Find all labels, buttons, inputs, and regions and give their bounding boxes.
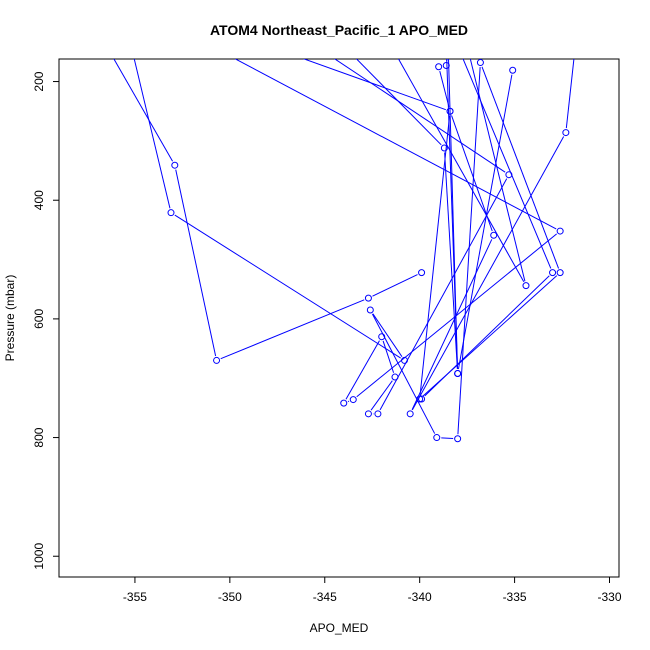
data-point-marker [171, 161, 179, 169]
series-line-segment [379, 178, 508, 411]
series-line-segment [372, 274, 418, 297]
x-axis: -355 -350 -345 -340 -335 -330 [123, 577, 622, 604]
series-line-segment [382, 340, 395, 373]
data-point-marker [340, 399, 348, 407]
data-point-marker [509, 66, 517, 74]
x-tick-label: -340 [408, 590, 432, 604]
series-group [442, 59, 450, 70]
series-line-segment [446, 59, 458, 369]
data-point-marker [556, 227, 564, 235]
data-point-marker [364, 410, 372, 418]
y-tick-label: 400 [32, 190, 46, 210]
series-line-segment [441, 437, 454, 439]
series-line-segment [397, 59, 525, 282]
x-tick-label: -350 [218, 590, 242, 604]
series-group [133, 59, 564, 443]
series-line-segment [133, 59, 171, 209]
data-point-marker [418, 269, 426, 277]
series-line-segment [355, 59, 442, 146]
data-point-marker [391, 373, 399, 381]
data-point-marker [167, 209, 175, 217]
x-tick-label: -330 [597, 590, 621, 604]
data-point-marker [442, 62, 450, 70]
series-line-segment [481, 66, 560, 269]
series-line-segment [345, 340, 380, 400]
series-group [418, 59, 557, 403]
series-line-segment [444, 152, 458, 370]
series-line-segment [302, 59, 446, 111]
data-point-marker [435, 63, 443, 71]
series-line-segment [411, 136, 565, 411]
data-point-marker [454, 435, 462, 443]
data-point-marker [490, 231, 498, 239]
data-point-marker [522, 282, 530, 290]
x-tick-label: -355 [123, 590, 147, 604]
series-line-segment [113, 59, 173, 162]
data-point-marker [433, 434, 441, 442]
series-line-segment [411, 239, 493, 410]
data-point-marker [549, 269, 557, 277]
series-line-segment [370, 380, 393, 411]
data-point-marker [440, 144, 448, 152]
data-point-marker [418, 395, 426, 403]
series-line-segment [451, 115, 493, 232]
series-line-segment [565, 59, 575, 129]
series-line-segment [175, 169, 217, 357]
y-tick-label: 1000 [32, 543, 46, 570]
series-line-segment [462, 59, 552, 269]
y-tick-label: 600 [32, 309, 46, 329]
data-point-marker [476, 59, 484, 67]
data-point-marker [374, 410, 382, 418]
data-point-marker [364, 294, 372, 302]
series-line-segment [333, 59, 506, 173]
data-point-marker [366, 306, 374, 314]
data-point-marker [454, 369, 462, 377]
y-axis: 200 400 600 800 1000 [32, 71, 59, 570]
series-line-segment [424, 275, 550, 397]
series-line-segment [234, 59, 557, 230]
x-tick-label: -345 [313, 590, 337, 604]
series-line-segment [457, 74, 513, 370]
series-group [446, 59, 517, 377]
y-tick-label: 800 [32, 427, 46, 447]
data-point-marker [556, 269, 564, 277]
data-point-marker [213, 356, 221, 364]
series-line-segment [174, 214, 401, 359]
series-group [113, 59, 426, 364]
series-group [302, 59, 575, 418]
series-group [234, 59, 564, 418]
data-point-marker [562, 129, 570, 137]
plot-area-frame [58, 58, 620, 578]
series-layer [113, 59, 575, 443]
y-axis-label: Pressure (mbar) [3, 275, 17, 362]
series-line-segment [439, 70, 450, 107]
chart-title: ATOM4 Northeast_Pacific_1 APO_MED [210, 22, 468, 38]
data-point-marker [378, 333, 386, 341]
x-tick-label: -335 [503, 590, 527, 604]
y-tick-label: 200 [32, 71, 46, 91]
data-point-marker [349, 396, 357, 404]
data-point-marker [406, 410, 414, 418]
series-line-segment [372, 313, 403, 357]
series-line-segment [371, 313, 436, 434]
series-line-segment [457, 67, 481, 435]
series-line-segment [220, 299, 365, 360]
series-line-segment [419, 115, 451, 395]
x-axis-label: APO_MED [310, 621, 369, 635]
